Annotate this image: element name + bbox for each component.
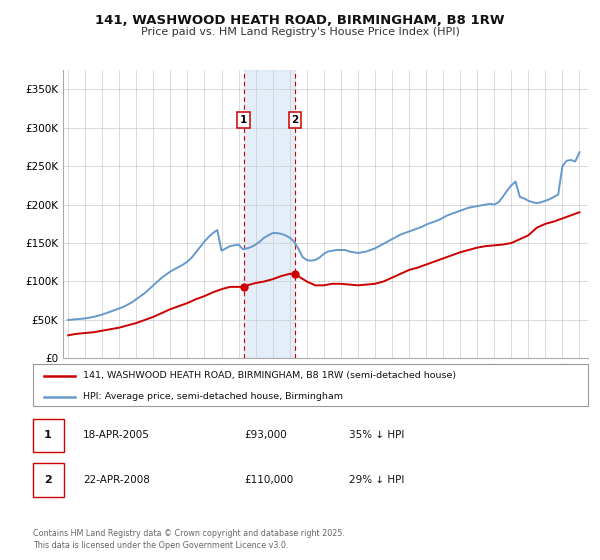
FancyBboxPatch shape	[33, 419, 64, 452]
Text: Price paid vs. HM Land Registry's House Price Index (HPI): Price paid vs. HM Land Registry's House …	[140, 27, 460, 37]
Text: 141, WASHWOOD HEATH ROAD, BIRMINGHAM, B8 1RW (semi-detached house): 141, WASHWOOD HEATH ROAD, BIRMINGHAM, B8…	[83, 371, 456, 380]
Text: £93,000: £93,000	[244, 431, 287, 440]
Text: 2: 2	[292, 115, 299, 125]
FancyBboxPatch shape	[33, 364, 588, 406]
Text: Contains HM Land Registry data © Crown copyright and database right 2025.
This d: Contains HM Land Registry data © Crown c…	[33, 529, 345, 550]
Text: 22-APR-2008: 22-APR-2008	[83, 475, 150, 485]
Text: 29% ↓ HPI: 29% ↓ HPI	[349, 475, 405, 485]
Text: 35% ↓ HPI: 35% ↓ HPI	[349, 431, 405, 440]
Text: HPI: Average price, semi-detached house, Birmingham: HPI: Average price, semi-detached house,…	[83, 392, 343, 402]
Text: £110,000: £110,000	[244, 475, 293, 485]
Text: 141, WASHWOOD HEATH ROAD, BIRMINGHAM, B8 1RW: 141, WASHWOOD HEATH ROAD, BIRMINGHAM, B8…	[95, 14, 505, 27]
Text: 2: 2	[44, 475, 52, 485]
Bar	[244, 70, 295, 358]
Text: 1: 1	[240, 115, 247, 125]
Text: 18-APR-2005: 18-APR-2005	[83, 431, 150, 440]
FancyBboxPatch shape	[33, 464, 64, 497]
Text: 1: 1	[44, 431, 52, 440]
